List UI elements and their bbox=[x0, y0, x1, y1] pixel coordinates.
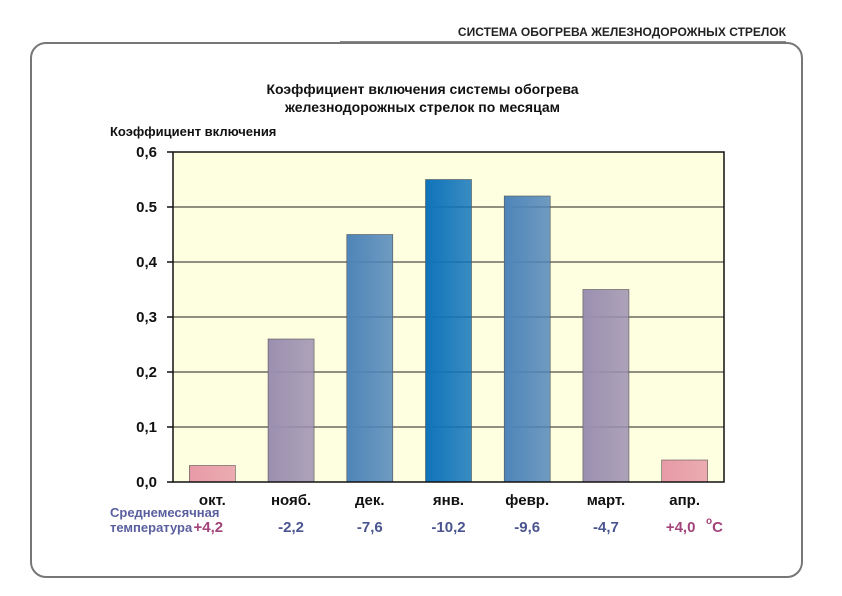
temperature-value: -9,6 bbox=[514, 519, 541, 536]
y-tick-label: 0,6 bbox=[136, 144, 157, 161]
temperature-label: Среднемесячная температура bbox=[110, 505, 219, 535]
temperature-value: -10,2 bbox=[431, 519, 466, 536]
celsius-letter: С bbox=[712, 519, 723, 536]
temperature-label-line2: температура bbox=[110, 520, 193, 535]
temperature-value: +4,2 bbox=[193, 519, 224, 536]
x-category-label: янв. bbox=[433, 492, 464, 509]
degree-sign: o bbox=[706, 516, 713, 527]
temperature-label-line1: Среднемесячная bbox=[110, 505, 220, 520]
temperature-value: +4,0 bbox=[665, 519, 696, 536]
x-category-label: дек. bbox=[355, 492, 385, 509]
document-header: СИСТЕМА ОБОГРЕВА ЖЕЛЕЗНОДОРОЖНЫХ СТРЕЛОК bbox=[457, 25, 786, 39]
bar-2 bbox=[346, 234, 394, 483]
y-tick-label: 0,2 bbox=[136, 364, 157, 381]
chart-title-line1: Коэффициент включения системы обогрева bbox=[266, 81, 579, 97]
bar-0 bbox=[189, 465, 236, 483]
y-tick-label: 0.5 bbox=[136, 199, 157, 216]
header-rule bbox=[340, 41, 786, 42]
bar-4 bbox=[503, 195, 551, 483]
y-tick-label: 0,3 bbox=[136, 309, 157, 326]
x-category-label: февр. bbox=[505, 492, 549, 509]
bar-3 bbox=[425, 179, 472, 483]
x-category-label: март. bbox=[587, 492, 625, 509]
temperature-value: -7,6 bbox=[356, 519, 383, 536]
x-category-label: окт. bbox=[199, 492, 226, 509]
bar-6 bbox=[661, 459, 708, 483]
chart-title-line2: железнодорожных стрелок по месяцам bbox=[284, 99, 561, 115]
x-category-label: апр. bbox=[669, 492, 700, 509]
temperature-value: -2,2 bbox=[278, 519, 304, 536]
bar-5 bbox=[582, 289, 630, 483]
x-category-label: нояб. bbox=[271, 492, 311, 509]
y-axis-label: Коэффициент включения bbox=[110, 124, 277, 139]
y-tick-label: 0,1 bbox=[136, 419, 157, 436]
y-tick-label: 0,4 bbox=[136, 254, 158, 271]
temperature-unit: oС bbox=[706, 516, 723, 536]
y-tick-label: 0,0 bbox=[136, 474, 157, 491]
temperature-value: -4,7 bbox=[592, 519, 619, 536]
bar-1 bbox=[267, 338, 315, 483]
